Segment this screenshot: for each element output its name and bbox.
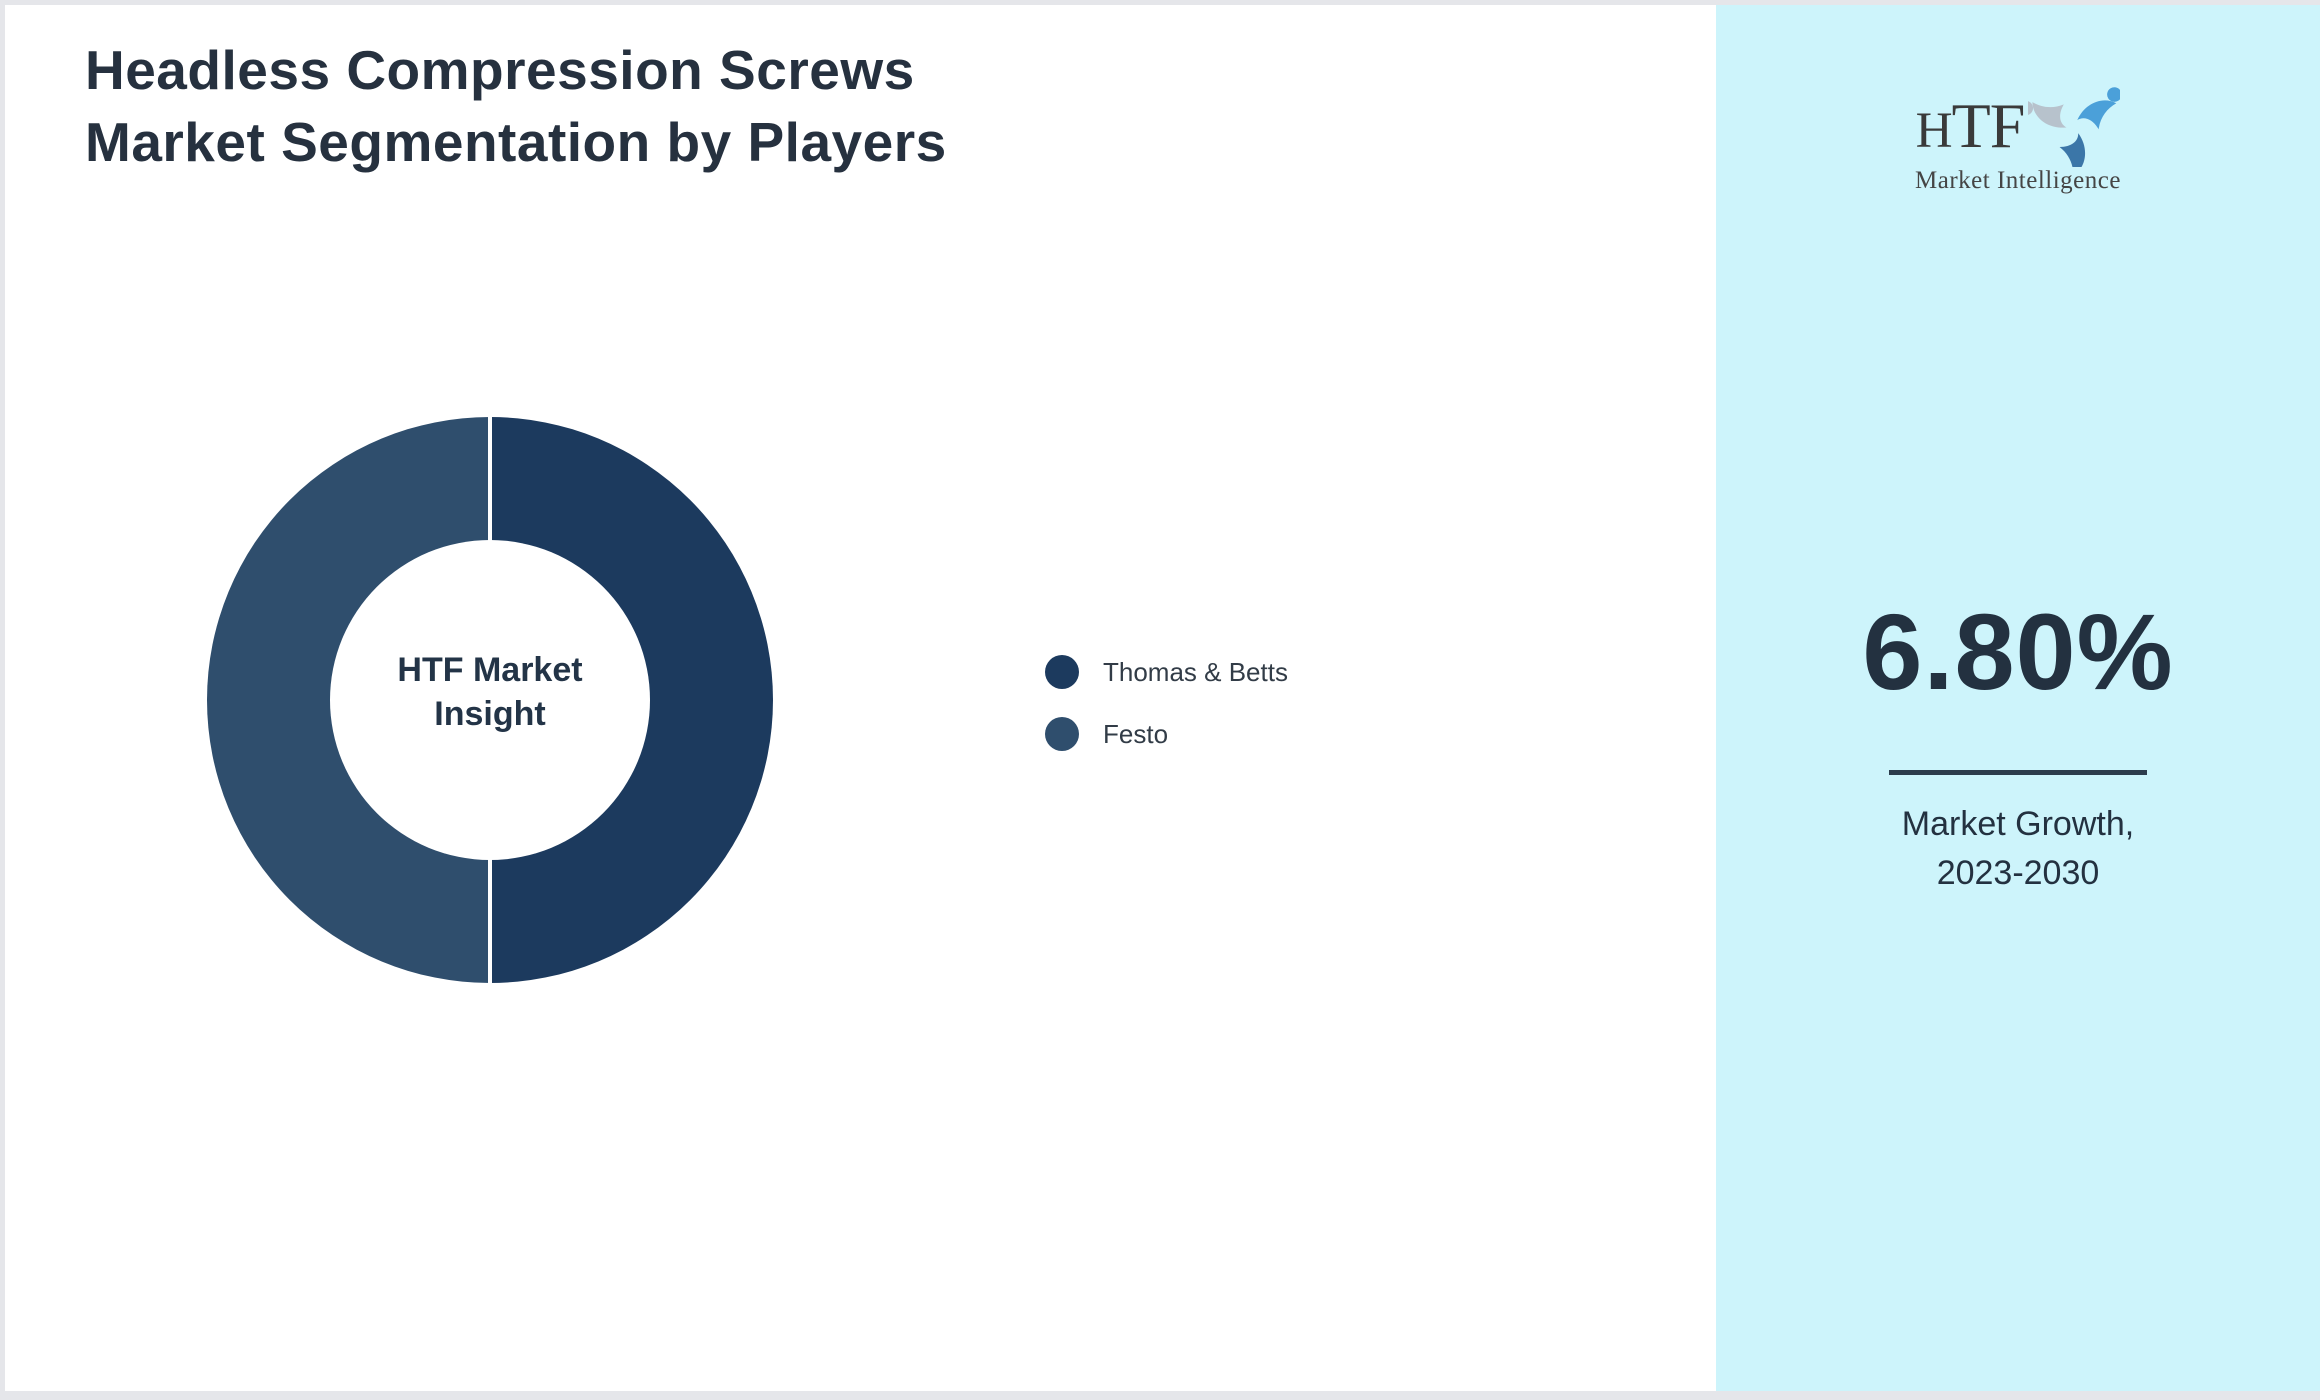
chart-area: Headless Compression Screws Market Segme… [5, 5, 1716, 1391]
htf-logo-row: HTF [1916, 85, 2121, 167]
donut-hole: HTF Market Insight [330, 540, 650, 860]
page-title: Headless Compression Screws Market Segme… [85, 39, 947, 173]
report-card: Headless Compression Screws Market Segme… [5, 5, 2320, 1391]
legend: Thomas & Betts Festo [1045, 655, 1288, 751]
htf-logo-subtext: Market Intelligence [1915, 167, 2121, 194]
growth-value: 6.80% [1862, 591, 2174, 712]
legend-item: Thomas & Betts [1045, 655, 1288, 689]
growth-caption: Market Growth, 2023-2030 [1901, 805, 2135, 893]
stat-divider [1889, 770, 2147, 775]
htf-swirl-icon [2028, 85, 2121, 167]
donut-chart: HTF Market Insight [207, 417, 773, 983]
legend-swatch-icon [1045, 717, 1079, 751]
htf-logo-text: HTF [1915, 90, 2026, 161]
legend-label: Festo [1103, 718, 1169, 749]
legend-label: Thomas & Betts [1103, 656, 1288, 687]
donut-center-label: HTF Market Insight [397, 650, 583, 733]
htf-logo: HTF Market Intelligence [1716, 85, 2320, 195]
legend-swatch-icon [1045, 655, 1079, 689]
sidebar: HTF Market Intelligence [1716, 5, 2320, 1391]
legend-item: Festo [1045, 717, 1288, 751]
